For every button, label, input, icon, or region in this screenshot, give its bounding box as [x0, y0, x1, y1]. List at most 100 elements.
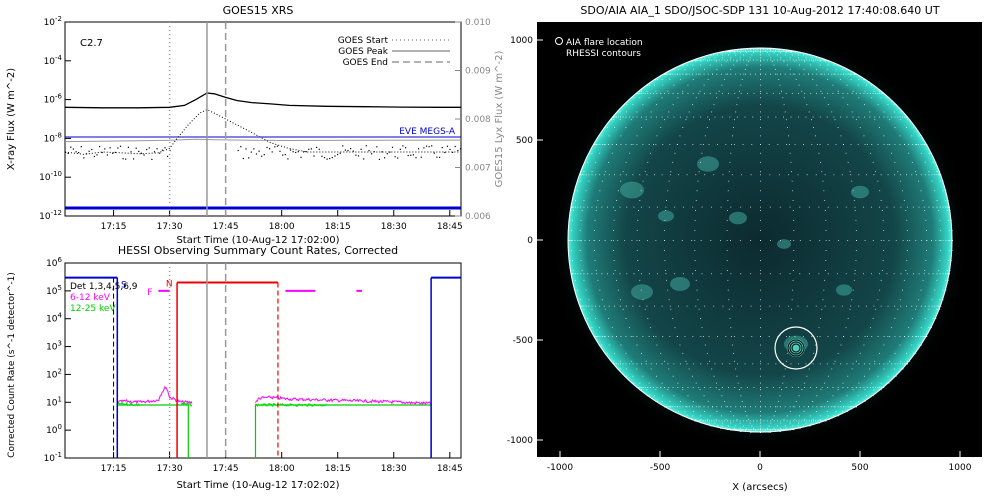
aia-grid-dot [831, 73, 833, 75]
aia-grid-dot [791, 54, 793, 56]
aia-grid-dot [813, 127, 814, 128]
aia-grid-dot [646, 389, 648, 391]
aia-grid-dot [760, 250, 761, 251]
aia-grid-dot [850, 406, 852, 408]
aia-grid-dot [672, 375, 674, 377]
aia-grid-dot [700, 363, 702, 365]
aia-grid-dot [946, 206, 948, 208]
aia-grid-dot [905, 116, 907, 118]
aia-grid-dot [733, 64, 735, 66]
aia-grid-dot [794, 427, 796, 429]
goes-y-tick-label: 10-4 [44, 54, 63, 67]
aia-grid-dot [866, 395, 867, 397]
aia-grid-dot [851, 180, 853, 182]
hessi-y-tick-label: 105 [46, 284, 62, 297]
aia-grid-dot [913, 206, 914, 208]
aia-grid-dot [714, 363, 716, 365]
aia-grid-dot [717, 144, 718, 145]
aia-active-region [670, 277, 690, 291]
aia-grid-dot [760, 50, 761, 52]
aia-grid-dot [791, 50, 793, 52]
aia-grid-dot [580, 299, 582, 301]
aia-grid-dot [696, 289, 698, 291]
aia-grid-dot [731, 174, 733, 176]
aia-grid-dot [727, 73, 729, 75]
aia-grid-dot [657, 401, 658, 402]
aia-grid-dot [740, 206, 742, 208]
aia-grid-dot [869, 116, 871, 118]
aia-grid-dot [646, 174, 648, 176]
aia-grid-dot [816, 387, 817, 388]
aia-grid-dot [792, 190, 794, 192]
aia-grid-dot [569, 240, 570, 241]
aia-grid-dot [835, 411, 837, 412]
aia-grid-dot [644, 387, 646, 388]
aia-grid-dot [877, 104, 879, 106]
aia-grid-dot [825, 260, 827, 261]
aia-grid-dot [775, 73, 776, 75]
aia-grid-dot [883, 336, 885, 337]
aia-grid-dot [700, 161, 701, 163]
aia-grid-dot [670, 406, 672, 408]
aia-grid-dot [740, 429, 742, 430]
aia-grid-dot [781, 50, 782, 52]
aia-grid-dot [765, 50, 767, 52]
aia-grid-dot [881, 92, 883, 94]
aia-grid-dot [760, 60, 761, 62]
aia-grid-dot [905, 270, 907, 271]
aia-grid-dot [894, 318, 896, 319]
aia-grid-dot [728, 299, 730, 301]
aia-grid-dot [872, 318, 874, 319]
aia-grid-dot [792, 210, 794, 211]
aia-grid-dot [704, 344, 706, 346]
goes-lyx-line [64, 138, 462, 143]
aia-grid-dot [638, 387, 639, 388]
goes-x-tick-label: 18:30 [381, 222, 407, 232]
aia-grid-dot [740, 49, 742, 50]
aia-grid-dot [947, 279, 949, 281]
aia-legend-circle-icon [555, 37, 563, 45]
aia-grid-dot [812, 60, 814, 62]
aia-grid-dot [737, 429, 739, 430]
goes-x-tick-label: 18:00 [269, 222, 295, 232]
aia-grid-dot [939, 174, 941, 176]
goes-short-noise [365, 145, 367, 147]
aia-grid-dot [636, 344, 638, 346]
aia-grid-dot [612, 240, 614, 241]
aia-grid-dot [641, 116, 642, 118]
aia-grid-dot [617, 116, 619, 118]
aia-grid-dot [585, 174, 587, 176]
aia-grid-dot [827, 73, 829, 75]
aia-grid-dot [932, 206, 934, 208]
goes-short-noise [70, 146, 72, 148]
aia-grid-dot [843, 144, 844, 145]
aia-grid-dot [729, 427, 731, 429]
aia-grid-dot [866, 92, 868, 94]
aia-grid-dot [818, 273, 820, 275]
aia-grid-dot [620, 344, 622, 346]
aia-grid-dot [786, 59, 788, 61]
aia-grid-dot [709, 420, 710, 422]
goes-short-noise [303, 151, 305, 153]
aia-grid-dot [786, 64, 788, 66]
aia-grid-dot [810, 92, 812, 94]
goes-short-noise [391, 146, 394, 148]
aia-grid-dot [646, 305, 648, 307]
aia-grid-dot [810, 64, 812, 66]
goes-short-noise [143, 154, 145, 156]
aia-grid-dot [889, 119, 891, 121]
goes-short-noise [386, 153, 388, 155]
aia-grid-dot [816, 395, 818, 397]
goes-short-noise [250, 151, 252, 153]
aia-grid-dot [728, 171, 730, 173]
aia-grid-dot [918, 144, 919, 145]
aia-grid-dot [595, 174, 597, 176]
aia-grid-dot [575, 279, 576, 281]
aia-grid-dot [721, 73, 722, 75]
aia-grid-dot [686, 415, 688, 417]
aia-grid-dot [625, 336, 627, 337]
aia-grid-dot [816, 411, 817, 412]
aia-grid-dot [639, 382, 641, 384]
